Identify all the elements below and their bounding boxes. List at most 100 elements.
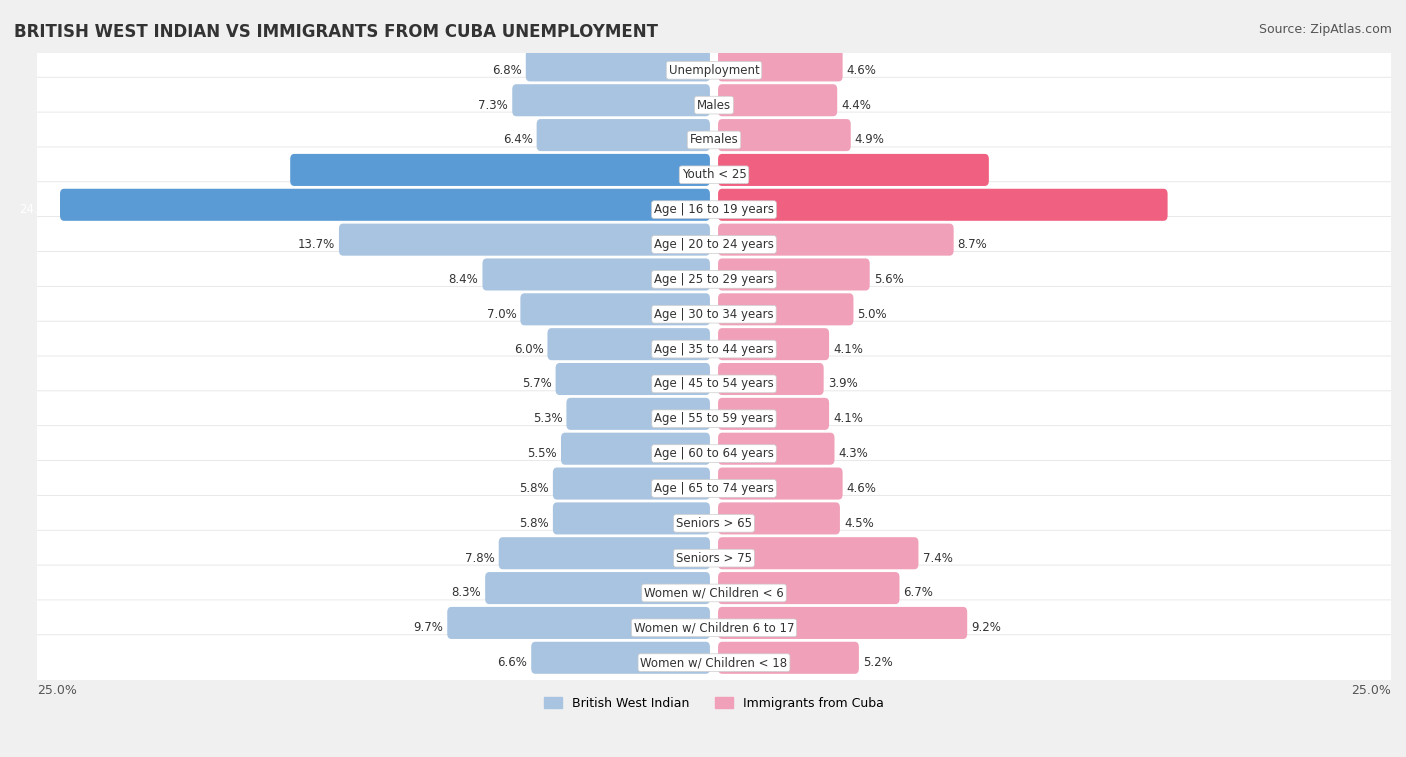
FancyBboxPatch shape (718, 503, 839, 534)
FancyBboxPatch shape (30, 286, 1399, 332)
Text: Seniors > 65: Seniors > 65 (676, 517, 752, 530)
Text: 8.3%: 8.3% (451, 587, 481, 600)
Text: Unemployment: Unemployment (669, 64, 759, 76)
FancyBboxPatch shape (718, 433, 835, 465)
FancyBboxPatch shape (520, 293, 710, 326)
FancyBboxPatch shape (718, 607, 967, 639)
FancyBboxPatch shape (30, 635, 1399, 681)
Text: 6.0%: 6.0% (513, 343, 543, 356)
FancyBboxPatch shape (482, 258, 710, 291)
Text: 4.4%: 4.4% (841, 98, 872, 111)
Text: 10.0%: 10.0% (993, 168, 1031, 182)
Text: Age | 30 to 34 years: Age | 30 to 34 years (654, 307, 773, 321)
FancyBboxPatch shape (555, 363, 710, 395)
Text: Age | 65 to 74 years: Age | 65 to 74 years (654, 482, 773, 495)
FancyBboxPatch shape (290, 154, 710, 186)
FancyBboxPatch shape (30, 495, 1399, 541)
Text: 6.7%: 6.7% (904, 587, 934, 600)
Text: 15.5%: 15.5% (249, 168, 287, 182)
Text: Seniors > 75: Seniors > 75 (676, 552, 752, 565)
FancyBboxPatch shape (567, 398, 710, 430)
Text: Women w/ Children < 18: Women w/ Children < 18 (641, 656, 787, 669)
FancyBboxPatch shape (485, 572, 710, 604)
Legend: British West Indian, Immigrants from Cuba: British West Indian, Immigrants from Cub… (538, 692, 890, 715)
FancyBboxPatch shape (30, 356, 1399, 402)
FancyBboxPatch shape (30, 147, 1399, 193)
FancyBboxPatch shape (30, 77, 1399, 123)
FancyBboxPatch shape (30, 251, 1399, 298)
FancyBboxPatch shape (30, 42, 1399, 89)
FancyBboxPatch shape (30, 112, 1399, 158)
FancyBboxPatch shape (30, 565, 1399, 611)
FancyBboxPatch shape (60, 188, 710, 221)
FancyBboxPatch shape (718, 572, 900, 604)
FancyBboxPatch shape (30, 217, 1399, 263)
Text: Women w/ Children < 6: Women w/ Children < 6 (644, 587, 785, 600)
FancyBboxPatch shape (30, 425, 1399, 472)
Text: Source: ZipAtlas.com: Source: ZipAtlas.com (1258, 23, 1392, 36)
Text: 13.7%: 13.7% (298, 238, 335, 251)
Text: BRITISH WEST INDIAN VS IMMIGRANTS FROM CUBA UNEMPLOYMENT: BRITISH WEST INDIAN VS IMMIGRANTS FROM C… (14, 23, 658, 41)
Text: 5.6%: 5.6% (873, 273, 904, 286)
FancyBboxPatch shape (30, 530, 1399, 576)
FancyBboxPatch shape (718, 119, 851, 151)
FancyBboxPatch shape (718, 398, 830, 430)
Text: 9.7%: 9.7% (413, 621, 443, 634)
FancyBboxPatch shape (718, 537, 918, 569)
FancyBboxPatch shape (553, 503, 710, 534)
Text: Age | 60 to 64 years: Age | 60 to 64 years (654, 447, 773, 460)
FancyBboxPatch shape (30, 391, 1399, 437)
Text: 8.4%: 8.4% (449, 273, 478, 286)
FancyBboxPatch shape (537, 119, 710, 151)
Text: 5.5%: 5.5% (527, 447, 557, 460)
Text: Age | 25 to 29 years: Age | 25 to 29 years (654, 273, 773, 286)
FancyBboxPatch shape (30, 600, 1399, 646)
FancyBboxPatch shape (561, 433, 710, 465)
Text: 9.2%: 9.2% (972, 621, 1001, 634)
FancyBboxPatch shape (718, 468, 842, 500)
FancyBboxPatch shape (718, 293, 853, 326)
FancyBboxPatch shape (30, 182, 1399, 228)
Text: Age | 20 to 24 years: Age | 20 to 24 years (654, 238, 773, 251)
Text: 6.8%: 6.8% (492, 64, 522, 76)
FancyBboxPatch shape (718, 223, 953, 256)
Text: 4.1%: 4.1% (834, 343, 863, 356)
Text: 3.9%: 3.9% (828, 378, 858, 391)
FancyBboxPatch shape (30, 321, 1399, 367)
Text: 4.6%: 4.6% (846, 482, 876, 495)
Text: 5.8%: 5.8% (519, 482, 548, 495)
Text: 6.6%: 6.6% (498, 656, 527, 669)
FancyBboxPatch shape (718, 49, 842, 82)
FancyBboxPatch shape (718, 363, 824, 395)
Text: 4.3%: 4.3% (838, 447, 869, 460)
Text: 5.3%: 5.3% (533, 413, 562, 425)
Text: Age | 16 to 19 years: Age | 16 to 19 years (654, 203, 773, 217)
Text: Males: Males (697, 98, 731, 111)
FancyBboxPatch shape (718, 328, 830, 360)
Text: 7.3%: 7.3% (478, 98, 508, 111)
Text: 7.8%: 7.8% (465, 552, 495, 565)
FancyBboxPatch shape (339, 223, 710, 256)
FancyBboxPatch shape (526, 49, 710, 82)
Text: 16.6%: 16.6% (1171, 203, 1209, 217)
FancyBboxPatch shape (718, 642, 859, 674)
FancyBboxPatch shape (30, 460, 1399, 506)
FancyBboxPatch shape (447, 607, 710, 639)
FancyBboxPatch shape (718, 84, 837, 117)
FancyBboxPatch shape (718, 188, 1167, 221)
FancyBboxPatch shape (531, 642, 710, 674)
FancyBboxPatch shape (718, 154, 988, 186)
Text: 5.0%: 5.0% (858, 307, 887, 321)
Text: 7.4%: 7.4% (922, 552, 952, 565)
Text: 5.8%: 5.8% (519, 517, 548, 530)
Text: 8.7%: 8.7% (957, 238, 987, 251)
Text: 5.2%: 5.2% (863, 656, 893, 669)
FancyBboxPatch shape (499, 537, 710, 569)
Text: Age | 35 to 44 years: Age | 35 to 44 years (654, 343, 773, 356)
Text: 7.0%: 7.0% (486, 307, 516, 321)
Text: 5.7%: 5.7% (522, 378, 551, 391)
Text: 25.0%: 25.0% (37, 684, 77, 696)
FancyBboxPatch shape (512, 84, 710, 117)
Text: 4.6%: 4.6% (846, 64, 876, 76)
Text: 4.9%: 4.9% (855, 133, 884, 146)
